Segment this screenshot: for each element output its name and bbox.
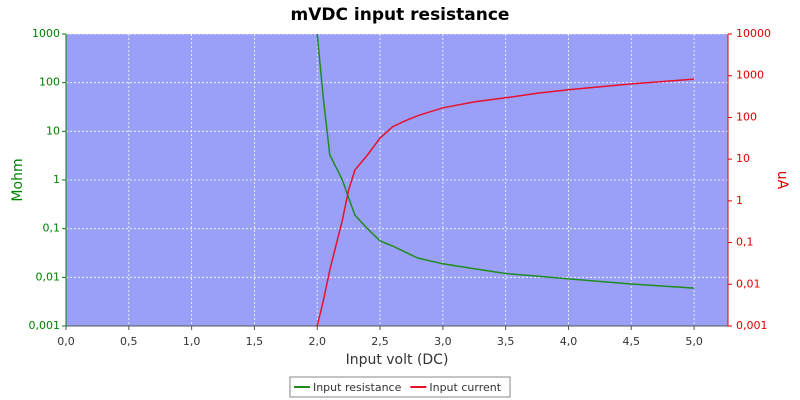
x-tick-label: 1,0 bbox=[183, 335, 201, 348]
series-line bbox=[316, 78, 695, 326]
x-tick-label: 0,0 bbox=[57, 335, 75, 348]
x-tick-label: 3,0 bbox=[434, 335, 452, 348]
y-tick-label: 1 bbox=[53, 173, 60, 186]
y2-tick-label: 0,1 bbox=[736, 236, 754, 249]
y2-tick-label: 0,01 bbox=[736, 277, 761, 290]
x-axis-title: Input volt (DC) bbox=[346, 352, 449, 368]
x-tick-label: 0,5 bbox=[120, 335, 138, 348]
x-tick-label: 3,5 bbox=[497, 335, 515, 348]
legend-label: Input resistance bbox=[313, 381, 402, 394]
y2-tick-label: 1000 bbox=[736, 69, 764, 82]
y-axis-title: Mohm bbox=[10, 158, 26, 201]
y2-tick-label: 100 bbox=[736, 110, 757, 123]
y2-tick-label: 1 bbox=[736, 194, 743, 207]
x-tick-label: 4,5 bbox=[623, 335, 641, 348]
y-tick-label: 100 bbox=[39, 76, 60, 89]
y2-tick-label: 0,001 bbox=[736, 319, 768, 332]
y2-tick-label: 10 bbox=[736, 152, 750, 165]
x-tick-label: 1,5 bbox=[246, 335, 264, 348]
x-tick-label: 2,0 bbox=[308, 335, 326, 348]
y-tick-label: 10 bbox=[46, 124, 60, 137]
plot-background bbox=[66, 34, 728, 326]
x-tick-label: 2,5 bbox=[371, 335, 389, 348]
legend-label: Input current bbox=[429, 381, 501, 394]
legend: Input resistance Input current bbox=[289, 376, 511, 398]
y-tick-label: 0,01 bbox=[36, 270, 61, 283]
chart-title: mVDC input resistance bbox=[291, 5, 510, 25]
x-tick-label: 4,0 bbox=[560, 335, 578, 348]
x-tick-label: 5,0 bbox=[685, 335, 703, 348]
y-tick-label: 1000 bbox=[32, 27, 60, 40]
series-line bbox=[316, 34, 695, 289]
y-tick-label: 0,1 bbox=[43, 222, 61, 235]
legend-box bbox=[289, 376, 511, 398]
y-tick-label: 0,001 bbox=[29, 319, 61, 332]
y2-axis-title: uA bbox=[774, 171, 790, 190]
y2-tick-label: 10000 bbox=[736, 27, 771, 40]
